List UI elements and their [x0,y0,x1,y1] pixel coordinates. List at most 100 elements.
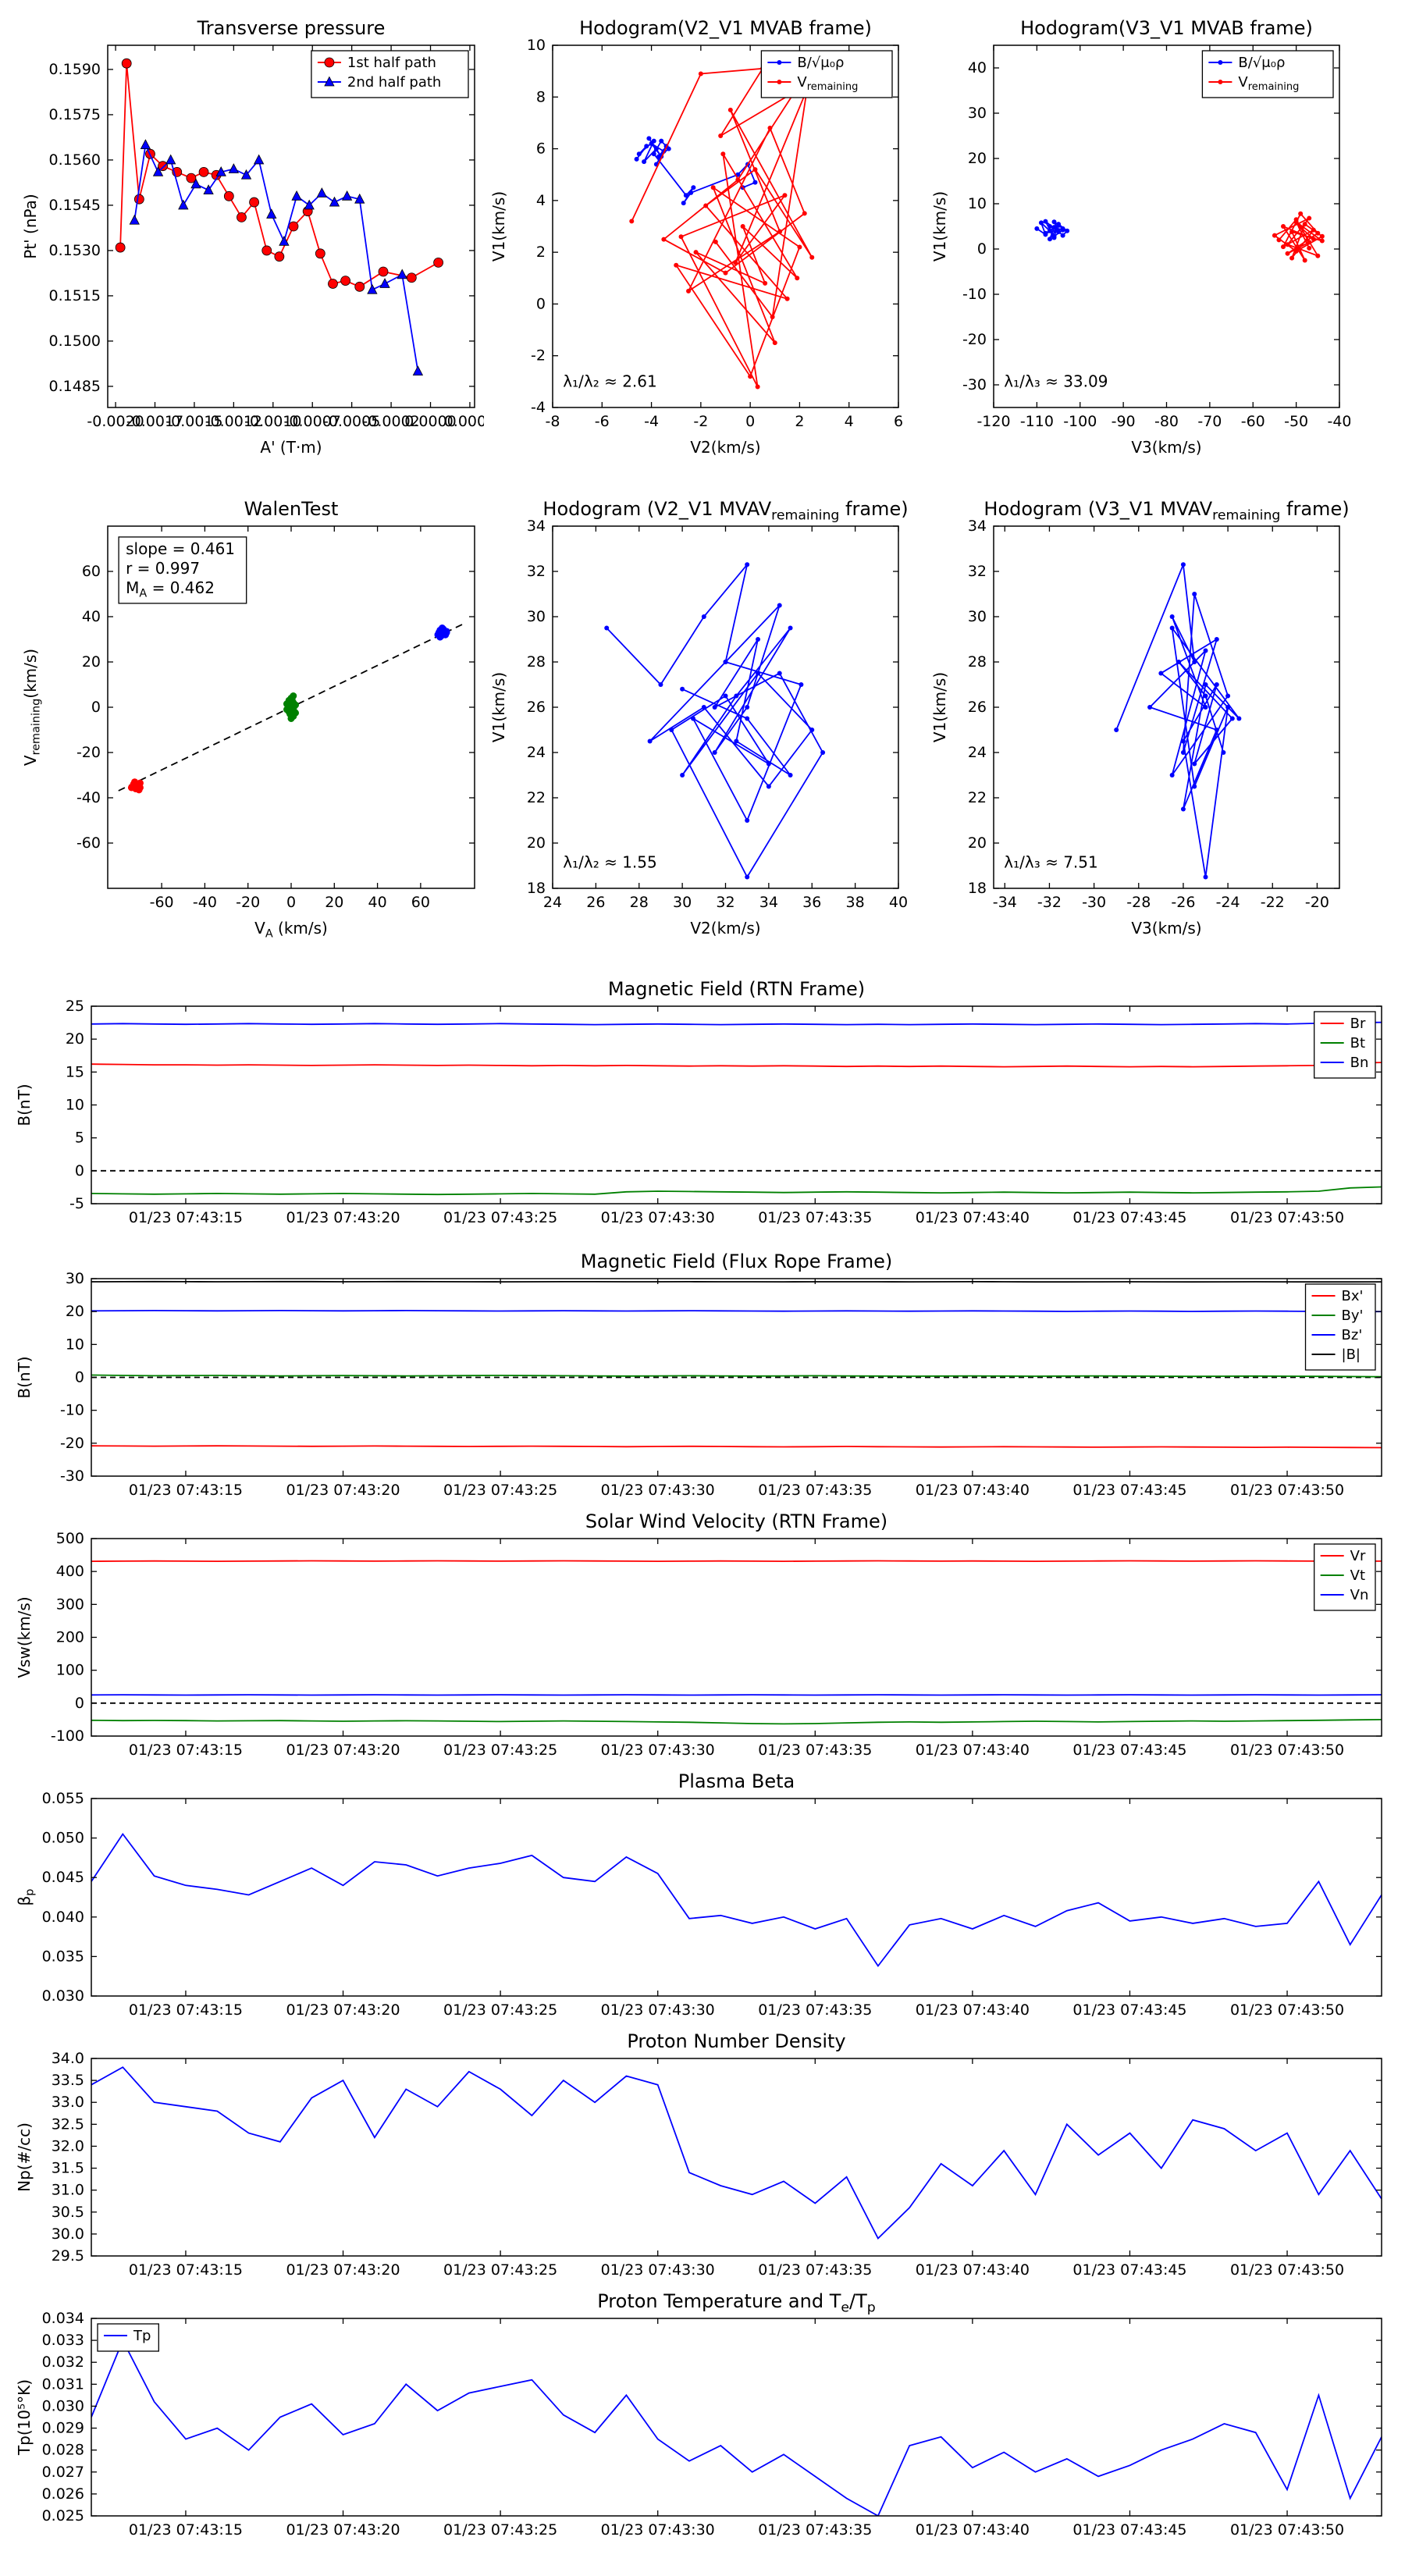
svg-text:01/23 07:43:50: 01/23 07:43:50 [1230,2261,1344,2279]
svg-text:Tp(10⁵°K): Tp(10⁵°K) [15,2379,34,2456]
svg-text:01/23 07:43:40: 01/23 07:43:40 [916,2001,1030,2019]
svg-text:-30: -30 [962,376,987,393]
svg-text:0: 0 [75,1162,84,1179]
svg-text:0.1575: 0.1575 [49,106,101,123]
svg-text:0.033: 0.033 [42,2332,84,2349]
svg-text:01/23 07:43:30: 01/23 07:43:30 [601,1482,715,1499]
svg-text:V1(km/s): V1(km/s) [930,191,949,262]
svg-text:22: 22 [968,789,987,806]
svg-text:0.034: 0.034 [42,2310,84,2327]
svg-text:01/23 07:43:40: 01/23 07:43:40 [916,2521,1030,2539]
svg-text:λ₁/λ₂ ≈ 1.55: λ₁/λ₂ ≈ 1.55 [563,853,656,872]
svg-text:01/23 07:43:25: 01/23 07:43:25 [443,1209,557,1226]
svg-text:Solar Wind Velocity (RTN Frame: Solar Wind Velocity (RTN Frame) [585,1510,887,1532]
svg-text:slope = 0.461: slope = 0.461 [126,539,235,558]
svg-text:29.5: 29.5 [52,2247,84,2265]
svg-text:6: 6 [894,413,903,430]
svg-text:6: 6 [536,141,546,158]
svg-text:01/23 07:43:25: 01/23 07:43:25 [443,2521,557,2539]
svg-text:-0.0012: -0.0012 [205,413,262,430]
svg-text:01/23 07:43:15: 01/23 07:43:15 [129,1209,243,1226]
svg-text:0.035: 0.035 [42,1948,84,1965]
svg-text:-40: -40 [1327,413,1350,430]
svg-text:-0.0007: -0.0007 [284,413,341,430]
svg-text:-4: -4 [531,399,546,416]
svg-text:-22: -22 [1261,894,1285,911]
chart-hodogram-v3v1-mvav: -34 -32 -30 -28 -26 -24 -22 -20 18 20 22 24 26 28 30 32… [925,490,1350,959]
svg-text:Proton Temperature and Te/Tp: Proton Temperature and Te/Tp [597,2290,876,2315]
svg-text:10: 10 [968,195,987,212]
svg-text:Vremaining(km/s): Vremaining(km/s) [21,649,42,766]
svg-text:01/23 07:43:30: 01/23 07:43:30 [601,1209,715,1226]
svg-text:01/23 07:43:25: 01/23 07:43:25 [443,1482,557,1499]
svg-text:34: 34 [759,894,778,911]
svg-text:10: 10 [66,1097,84,1114]
svg-text:V3(km/s): V3(km/s) [1131,438,1201,457]
svg-text:60: 60 [82,563,101,580]
svg-text:-70: -70 [1197,413,1222,430]
chart-hodogram-v2v1-mvab: -8 -6 -4 -2 0 2 4 6 -4 -2 0 2 4 6 8 10 Hodogram(V2_V1 MV… [484,9,909,478]
svg-text:32: 32 [716,894,735,911]
svg-text:-0.0005: -0.0005 [323,413,380,430]
svg-text:Vr: Vr [1350,1548,1366,1564]
svg-text:400: 400 [56,1563,84,1580]
svg-text:Hodogram (V2_V1 MVAVremaining: Hodogram (V2_V1 MVAVremaining frame) [542,498,908,523]
svg-text:01/23 07:43:20: 01/23 07:43:20 [286,1482,400,1499]
svg-text:Vt: Vt [1350,1567,1365,1584]
svg-text:01/23 07:43:45: 01/23 07:43:45 [1072,2261,1186,2279]
svg-text:34: 34 [968,518,987,535]
svg-text:2nd half path: 2nd half path [347,74,441,91]
svg-text:36: 36 [802,894,821,911]
svg-text:-5: -5 [69,1195,84,1212]
svg-text:0: 0 [75,1695,84,1712]
svg-text:20: 20 [968,834,987,852]
svg-text:-32: -32 [1037,894,1062,911]
svg-text:500: 500 [56,1530,84,1547]
svg-text:01/23 07:43:30: 01/23 07:43:30 [601,2001,715,2019]
svg-text:8: 8 [536,88,546,105]
svg-text:01/23 07:43:35: 01/23 07:43:35 [758,2521,872,2539]
svg-text:0.030: 0.030 [42,1987,84,2005]
svg-text:Hodogram(V2_V1 MVAB frame): Hodogram(V2_V1 MVAB frame) [579,17,872,39]
svg-text:32: 32 [968,563,987,580]
svg-text:01/23 07:43:15: 01/23 07:43:15 [129,2261,243,2279]
svg-text:0.1500: 0.1500 [49,333,101,350]
svg-text:28: 28 [968,653,987,671]
svg-text:-6: -6 [595,413,610,430]
svg-text:01/23 07:43:25: 01/23 07:43:25 [443,2001,557,2019]
svg-text:-10: -10 [60,1402,84,1419]
svg-text:4: 4 [845,413,854,430]
svg-text:0.1515: 0.1515 [49,287,101,304]
svg-text:32: 32 [527,563,546,580]
svg-text:32.0: 32.0 [52,2137,84,2154]
svg-text:20: 20 [66,1303,84,1320]
svg-text:B/√μ₀ρ: B/√μ₀ρ [797,55,844,71]
svg-text:-28: -28 [1126,894,1151,911]
svg-text:Bn: Bn [1350,1055,1369,1071]
svg-text:0.1560: 0.1560 [49,151,101,169]
svg-text:0.025: 0.025 [42,2507,84,2524]
svg-text:λ₁/λ₃ ≈ 33.09: λ₁/λ₃ ≈ 33.09 [1004,372,1108,391]
svg-text:r = 0.997: r = 0.997 [126,559,200,578]
svg-text:30: 30 [968,608,987,625]
chart-transverse-pressure: -0.0020 -0.0017 -0.0015 -0.0012 -0.0010 -0.00… [16,9,496,478]
svg-text:WalenTest: WalenTest [244,498,339,520]
svg-text:01/23 07:43:15: 01/23 07:43:15 [129,1742,243,1759]
svg-text:-2: -2 [693,413,708,430]
svg-text:01/23 07:43:50: 01/23 07:43:50 [1230,1482,1344,1499]
svg-text:By': By' [1342,1308,1364,1324]
svg-text:01/23 07:43:20: 01/23 07:43:20 [286,1209,400,1226]
svg-text:Np(#/cc): Np(#/cc) [15,2122,34,2192]
svg-text:0.027: 0.027 [42,2464,84,2481]
svg-text:V1(km/s): V1(km/s) [930,672,949,742]
svg-text:01/23 07:43:50: 01/23 07:43:50 [1230,1742,1344,1759]
svg-text:0: 0 [536,295,546,312]
svg-text:15: 15 [66,1063,84,1080]
svg-text:01/23 07:43:45: 01/23 07:43:45 [1072,2001,1186,2019]
svg-text:-0.0017: -0.0017 [126,413,183,430]
svg-text:0.040: 0.040 [42,1909,84,1926]
svg-text:0.1545: 0.1545 [49,197,101,214]
svg-text:0.050: 0.050 [42,1830,84,1847]
svg-text:20: 20 [82,653,101,671]
